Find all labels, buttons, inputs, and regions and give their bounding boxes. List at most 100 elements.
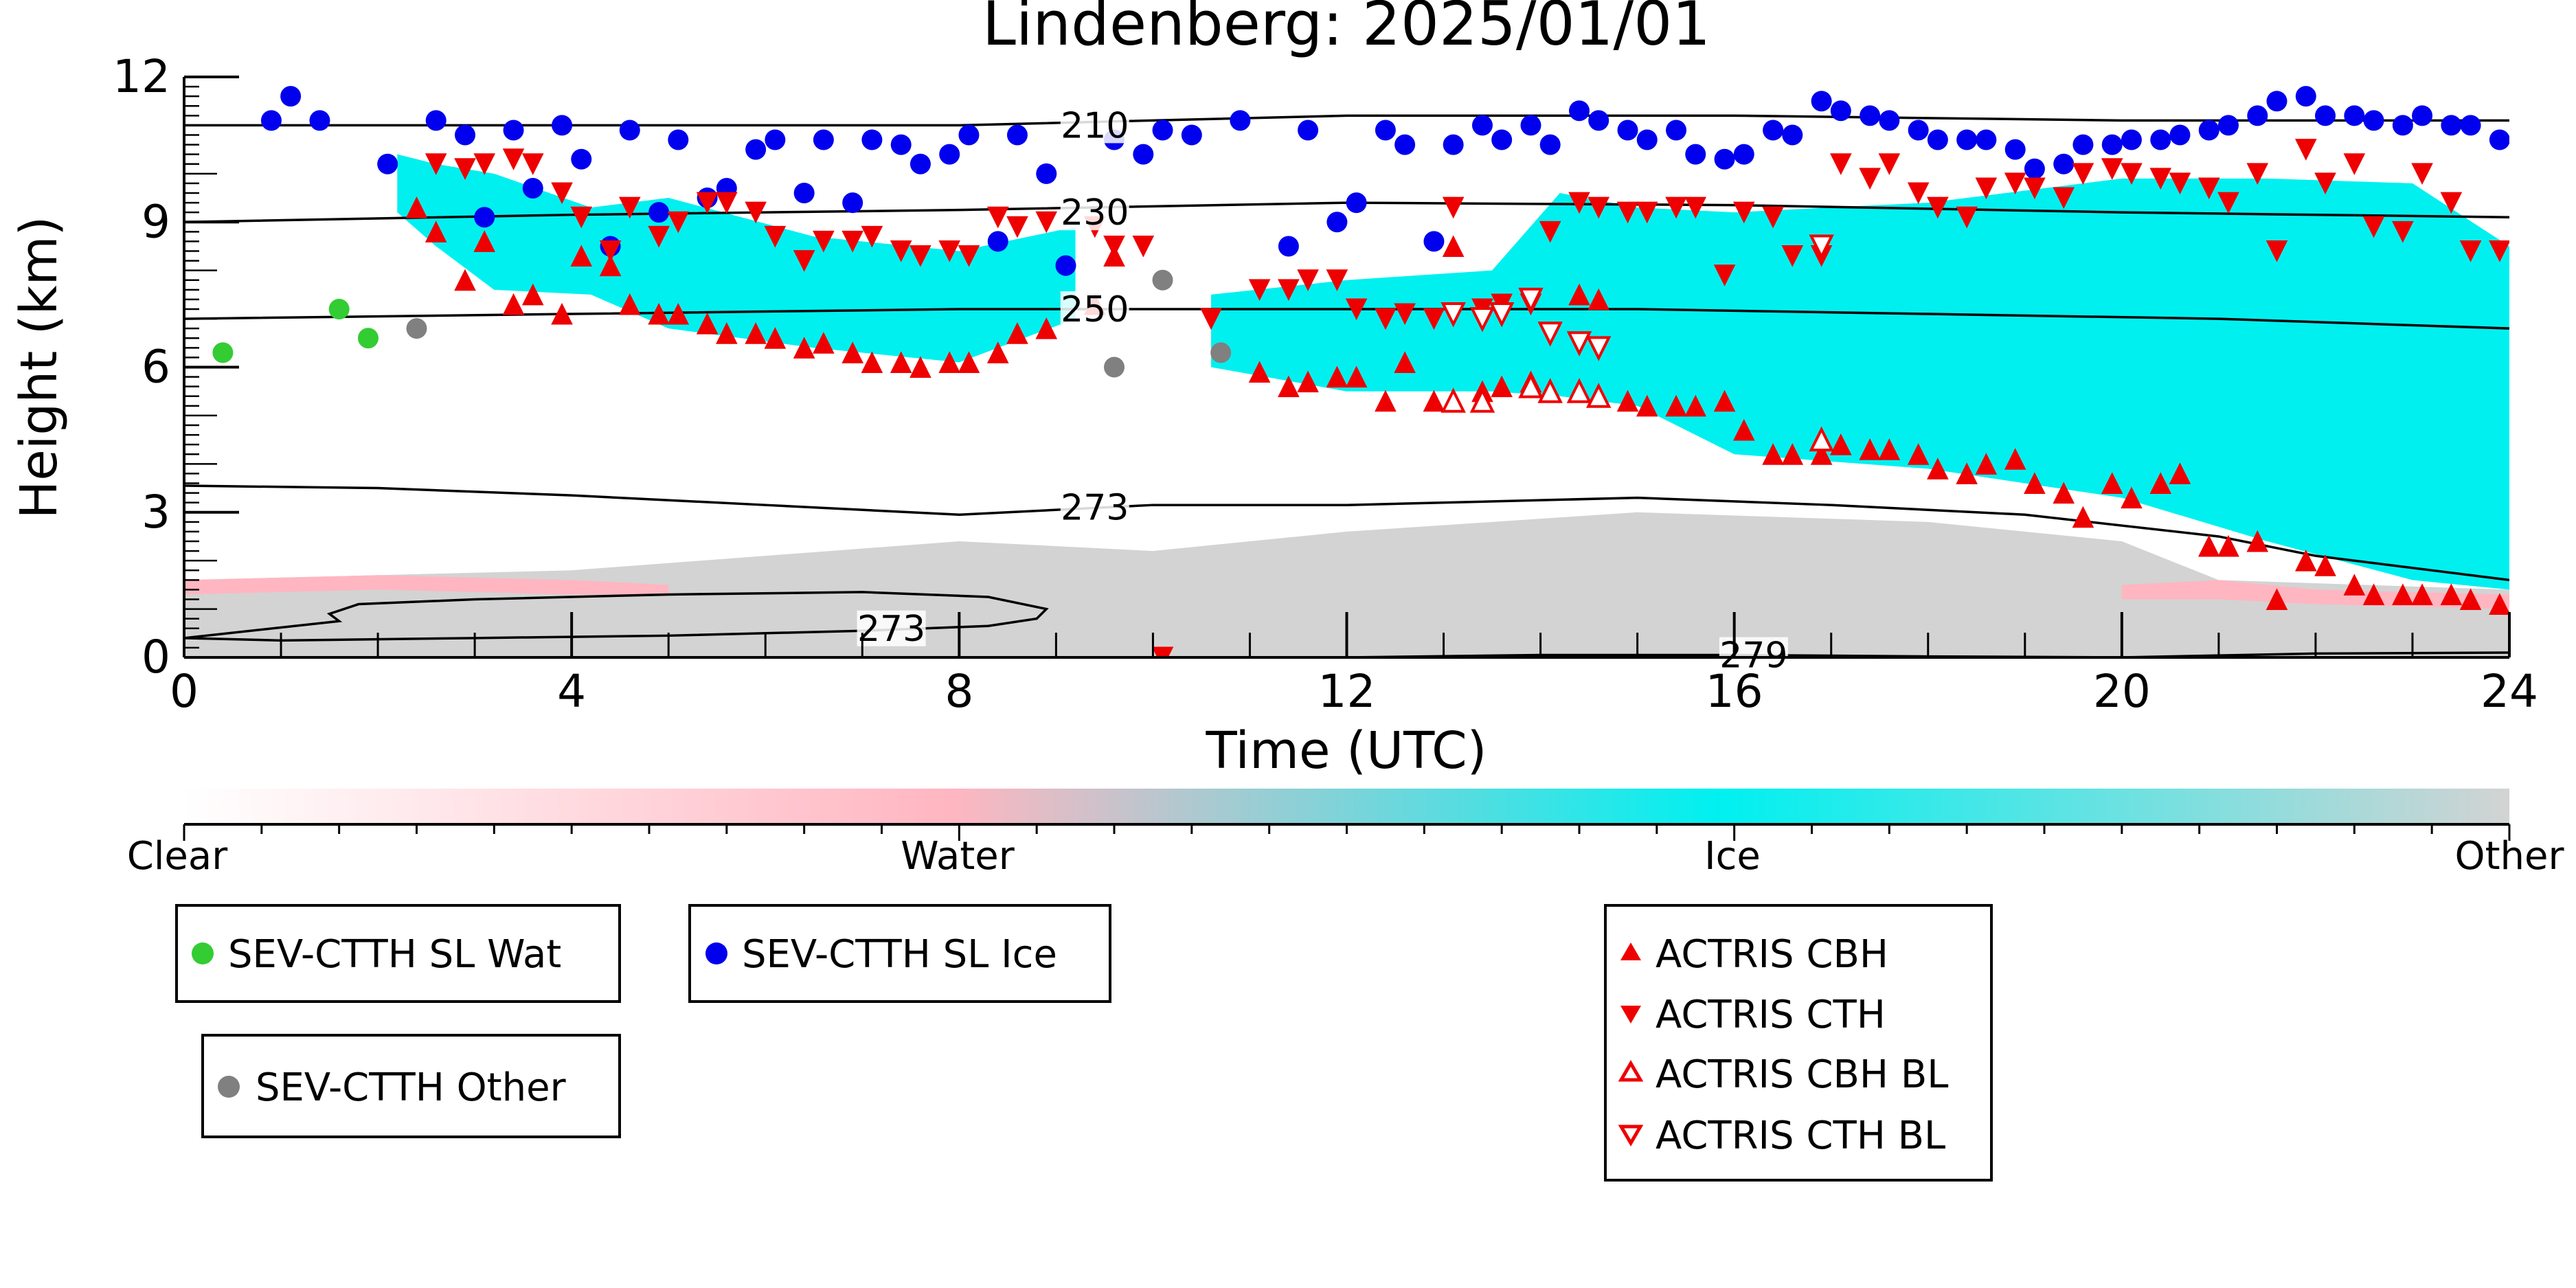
actris-cth-point xyxy=(861,225,883,248)
y-tick-label: 9 xyxy=(142,195,170,248)
actris-cbh-point xyxy=(1297,370,1319,393)
water-region xyxy=(2121,580,2509,609)
actris-cbh-point xyxy=(2101,472,2123,494)
sev-ctth-sl-ice-point xyxy=(1879,110,1900,131)
actris-cbh-point xyxy=(909,356,931,378)
water-region xyxy=(184,575,669,595)
legend-label-sev-ice: SEV-CTTH SL Ice xyxy=(742,932,1057,977)
actris-cth-point xyxy=(1278,279,1300,301)
actris-cbh-bl-point xyxy=(1518,373,1544,398)
actris-cth-point xyxy=(2217,192,2239,214)
sev-ctth-sl-ice-point xyxy=(1006,124,1028,146)
actris-cth-point xyxy=(1732,201,1755,224)
actris-cbh-point xyxy=(1423,389,1445,412)
contour-label-210: 210 xyxy=(1061,105,1129,146)
legend-label-actris-cth-bl: ACTRIS CTH BL xyxy=(1656,1114,1945,1158)
actris-cth-point xyxy=(1616,201,1639,224)
sev-ctth-sl-ice-point xyxy=(765,129,786,150)
actris-cbh-point xyxy=(2004,448,2026,470)
actris-cth-bl-point xyxy=(1489,302,1515,328)
actris-cth-point xyxy=(1878,153,1901,175)
sev-ctth-sl-ice-point xyxy=(2101,134,2123,155)
contour-label-273: 273 xyxy=(1061,488,1129,529)
sev-ctth-sl-ice-point xyxy=(1782,124,1803,146)
actris-cth-point xyxy=(1375,308,1397,330)
sev-ctth-sl-ice-point xyxy=(309,110,330,131)
sev-ctth-sl-ice-point xyxy=(1375,120,1396,141)
actris-cth-point xyxy=(745,201,767,224)
sev-ctth-sl-ice-point xyxy=(1617,120,1638,141)
actris-cbh-point xyxy=(473,230,496,252)
sev-ctth-sl-ice-point xyxy=(1714,148,1735,170)
actris-cbh-point xyxy=(1326,365,1348,388)
actris-cbh-point xyxy=(1975,453,1998,475)
contour-label-bg xyxy=(1060,194,1129,231)
actris-cbh-point xyxy=(793,337,815,359)
legend-box-actris: ACTRIS CBH ACTRIS CTH ACTRIS CBH BL ACTR… xyxy=(1604,904,1993,1182)
actris-cth-point xyxy=(1103,235,1125,258)
actris-cbh-point xyxy=(1616,389,1639,412)
actris-cbh-point xyxy=(454,269,476,291)
sev-ctth-sl-ice-point xyxy=(571,148,592,170)
actris-cbh-bl-point xyxy=(1809,426,1834,452)
actris-cth-point xyxy=(2101,158,2123,180)
actris-cth-point xyxy=(1684,196,1707,219)
actris-cth-point xyxy=(1588,196,1610,219)
actris-cth-bl-point xyxy=(1537,321,1563,347)
sev-ctth-other-point xyxy=(406,318,427,339)
legend-label-actris-cbh: ACTRIS CBH xyxy=(1656,932,1888,977)
actris-cth-point xyxy=(2053,187,2075,210)
contour-labels: 210 230 250 273 273 279 xyxy=(857,105,1788,676)
actris-cth-point xyxy=(1297,269,1319,291)
actris-cth-point xyxy=(521,153,544,175)
actris-cth-point xyxy=(2411,163,2433,185)
sev-ctth-sl-ice-point xyxy=(1860,105,1881,126)
sev-ctth-sl-ice-point xyxy=(1520,115,1541,136)
sev-ctth-sl-ice-point xyxy=(2460,115,2481,136)
actris-cbh-point xyxy=(958,351,980,373)
sev-ctth-sl-ice-point xyxy=(987,231,1008,252)
sev-ctth-sl-ice-point xyxy=(522,177,543,199)
actris-cbh-point xyxy=(1732,418,1755,441)
x-tick-label: 20 xyxy=(2093,665,2151,718)
actris-cbh-point xyxy=(2053,482,2075,504)
actris-cbh-point xyxy=(1035,317,1058,339)
ice-region xyxy=(1211,178,2509,590)
sev-ctth-sl-wat-point xyxy=(357,328,379,349)
actris-cth-point xyxy=(502,148,525,170)
sev-ctth-sl-ice-point xyxy=(503,120,524,141)
actris-cth-point xyxy=(1345,298,1368,321)
actris-cth-point xyxy=(1713,264,1736,286)
sev-ctth-sl-ice-point xyxy=(2121,129,2142,150)
sev-ctth-sl-ice-point xyxy=(668,129,689,150)
actris-cbh-point xyxy=(2217,534,2239,557)
x-tick-label: 24 xyxy=(2481,665,2538,718)
sev-ctth-sl-ice-point xyxy=(2295,86,2316,107)
sev-ctth-sl-ice-point xyxy=(861,129,883,150)
actris-cbh-point xyxy=(2343,574,2366,596)
actris-cbh-point xyxy=(745,322,767,344)
actris-cth-point xyxy=(618,196,641,219)
actris-cth-point xyxy=(2004,172,2026,195)
actris-cth-point xyxy=(2121,163,2143,185)
actris-cbh-point xyxy=(2392,583,2414,605)
actris-cth-point xyxy=(696,192,719,214)
contour-label-279: 279 xyxy=(1719,635,1787,676)
actris-cth-point xyxy=(1830,153,1852,175)
actris-cth-point xyxy=(1151,646,1174,657)
actris-cth-point xyxy=(1539,221,1561,243)
sev-ctth-sl-ice-point xyxy=(958,124,980,146)
actris-cbh-point xyxy=(764,327,787,349)
actris-cth-point xyxy=(648,225,670,248)
contour-label-250: 250 xyxy=(1061,289,1129,330)
y-tick-label: 3 xyxy=(142,486,170,539)
legend-label-actris-cbh-bl: ACTRIS CBH BL xyxy=(1656,1052,1948,1097)
sev-ctth-sl-ice-point xyxy=(1733,144,1754,165)
colorbar-label-water: Water xyxy=(901,834,1015,879)
sev-ctth-sl-ice-point xyxy=(1326,212,1348,233)
sev-ctth-sl-ice-point xyxy=(1346,192,1367,214)
actris-cbh-point xyxy=(696,313,719,335)
actris-cth-point xyxy=(454,158,476,180)
actris-cbh-point xyxy=(1762,443,1784,465)
sev-ctth-sl-ice-point xyxy=(425,110,447,131)
